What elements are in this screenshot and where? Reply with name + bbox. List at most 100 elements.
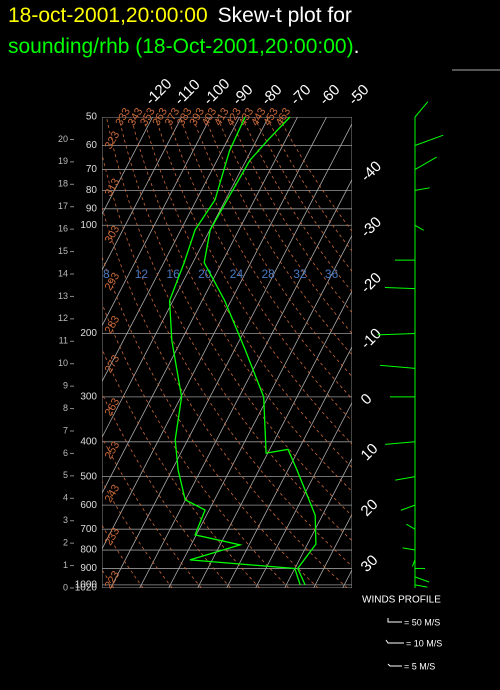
overlay: 5060708090100200300400500600700800900100… (58, 75, 444, 594)
dry-adiabat (278, 117, 352, 232)
wind-barb (414, 156, 437, 170)
isotherm (226, 346, 352, 588)
pressure-label: 800 (80, 545, 97, 556)
title-line-2: sounding/rhb (18-Oct-2001,20:00:00). (8, 35, 359, 58)
legend-symbol (387, 663, 402, 667)
pressure-label: 600 (80, 500, 97, 511)
dry-adiabat (102, 152, 352, 567)
height-label: 20 (58, 134, 68, 144)
dry-adiabat (102, 302, 290, 588)
pressure-label: 1020 (75, 583, 98, 594)
isotherm (168, 234, 352, 588)
height-label: 10 (58, 358, 68, 368)
profile-line (203, 116, 317, 586)
dry-adiabat (102, 255, 319, 588)
height-label: 4 (63, 493, 68, 503)
pressure-label: 60 (86, 140, 98, 151)
wind-barb (414, 101, 429, 118)
height-label: 3 (63, 515, 68, 525)
dry-adiabat (192, 117, 352, 378)
dry-adiabat (102, 206, 348, 588)
legend-symbol (387, 618, 402, 623)
height-label: 12 (58, 313, 68, 323)
dry-adiabat (102, 348, 260, 588)
wind-barb (385, 441, 416, 445)
height-label: 19 (58, 156, 68, 166)
isotherm (102, 117, 298, 494)
wind-barb (385, 287, 416, 290)
isotherm (110, 122, 352, 588)
moist-label: 24 (230, 267, 244, 281)
title-time: 18-oct-2001,20:00:00 (8, 4, 208, 27)
dry-adiabat (143, 117, 352, 469)
isotherm (139, 178, 352, 588)
height-label: 14 (58, 268, 68, 278)
isotherm (102, 117, 240, 383)
legend-symbol (385, 639, 404, 644)
height-label: 5 (63, 470, 68, 480)
title-text: Skew-t plot for (218, 4, 352, 27)
pressure-label: 200 (80, 328, 97, 339)
isotherm (102, 117, 327, 550)
pressure-label: 400 (80, 436, 97, 447)
isotherm (284, 457, 352, 588)
isotherm (255, 401, 352, 588)
isotherm (102, 117, 211, 327)
moist-label: 28 (262, 267, 276, 281)
dry-adiabat (204, 117, 352, 356)
wind-barb (414, 584, 428, 588)
height-label: 0 (63, 582, 68, 592)
height-label: 13 (58, 291, 68, 301)
height-label: 9 (63, 381, 68, 391)
dry-adiabat (102, 436, 202, 588)
height-label: 15 (58, 246, 68, 256)
wind-barb (406, 523, 416, 530)
moist-label: 32 (293, 267, 307, 281)
height-label: 17 (58, 201, 68, 211)
dry-adiabat (130, 117, 352, 492)
isotherm (102, 117, 269, 439)
isotherm (197, 290, 352, 588)
moist-label: 16 (166, 267, 180, 281)
wind-barb (395, 476, 416, 481)
legend-item: = 5 M/S (404, 661, 435, 671)
wind-barb (414, 224, 424, 231)
height-label: 2 (63, 538, 68, 548)
legend-item: = 10 M/S (406, 638, 442, 648)
dry-adiabat (216, 117, 352, 335)
title-line-1: 18-oct-2001,20:00:00 Skew-t plot for (8, 4, 352, 27)
height-label: 18 (58, 179, 68, 189)
wind-barb (400, 504, 416, 511)
height-label: 7 (63, 425, 68, 435)
legend-symbols (385, 618, 404, 667)
isotherm (102, 117, 182, 271)
height-label: 11 (59, 336, 68, 346)
height-label: 16 (58, 224, 68, 234)
title-station: sounding/rhb (18-Oct-2001,20:00:00) (8, 35, 354, 58)
pressure-label: 900 (80, 563, 97, 574)
wind-barb (414, 576, 430, 583)
wind-barb (414, 187, 430, 191)
wind-barb (411, 559, 416, 567)
pressure-label: 1000 (75, 580, 98, 591)
pressure-label: 100 (80, 220, 97, 231)
wind-barb (414, 134, 444, 146)
pressure-label: 700 (80, 524, 97, 535)
pressure-label: 80 (86, 185, 98, 196)
pressure-label: 300 (80, 391, 97, 402)
dry-adiabat (106, 117, 352, 542)
pressure-label: 70 (86, 164, 98, 175)
dry-adiabat (155, 117, 352, 445)
moist-label: 8 (103, 267, 110, 281)
height-label: 1 (63, 560, 68, 570)
dry-adiabat (266, 117, 352, 252)
wind-barb (402, 547, 416, 551)
dry-adiabat (167, 117, 352, 422)
height-label: 6 (63, 448, 68, 458)
moist-label: 36 (325, 267, 339, 281)
legend-item: = 50 M/S (404, 617, 440, 627)
pressure-label: 90 (86, 203, 98, 214)
moist-label: 12 (135, 267, 149, 281)
wind-barb (377, 333, 416, 336)
